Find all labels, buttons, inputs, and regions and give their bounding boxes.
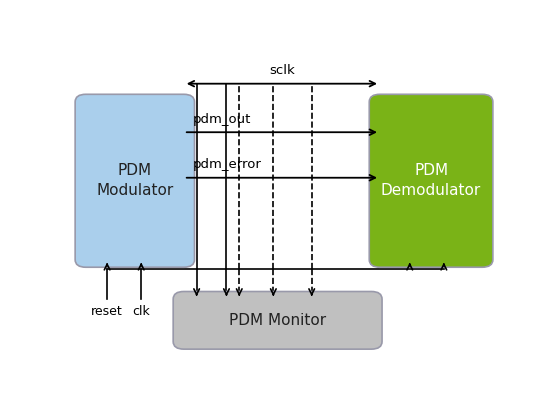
- FancyBboxPatch shape: [369, 94, 493, 267]
- FancyBboxPatch shape: [173, 292, 382, 349]
- Text: pdm_out: pdm_out: [192, 113, 251, 126]
- Text: PDM
Demodulator: PDM Demodulator: [381, 164, 481, 198]
- Text: sclk: sclk: [269, 64, 295, 77]
- FancyBboxPatch shape: [75, 94, 195, 267]
- Text: PDM Monitor: PDM Monitor: [229, 313, 326, 328]
- Text: PDM
Modulator: PDM Modulator: [96, 164, 173, 198]
- Text: pdm_error: pdm_error: [192, 158, 261, 171]
- Text: clk: clk: [133, 305, 150, 318]
- Text: reset: reset: [91, 305, 123, 318]
